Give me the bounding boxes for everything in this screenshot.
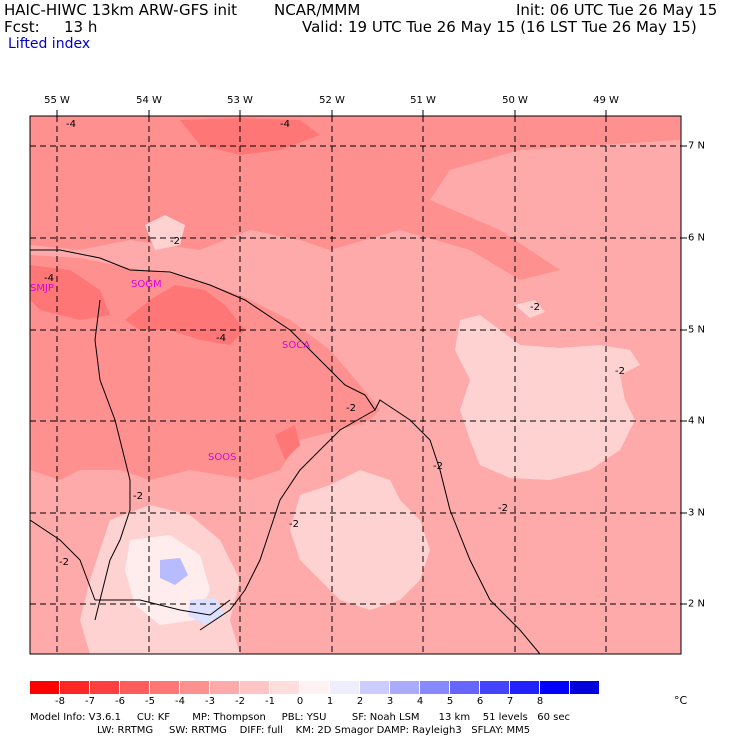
lifted-index-field	[30, 116, 681, 654]
color-scale-swatch	[150, 681, 180, 694]
color-scale-tick-label: 1	[326, 696, 334, 707]
color-scale-swatch	[90, 681, 120, 694]
color-scale-tick-label: 2	[356, 696, 364, 707]
contour-label: -2	[530, 302, 540, 313]
forecast-label: Fcst:	[4, 18, 40, 36]
station-label: SOCA	[282, 340, 311, 351]
border-suriname-guyana	[94, 299, 131, 621]
station-label: SOGM	[131, 279, 162, 290]
lon-label: 51 W	[410, 95, 436, 106]
field-region-weak-south	[290, 470, 430, 610]
model-title: HAIC-HIWC 13km ARW-GFS init	[4, 1, 238, 19]
color-scale-swatch	[510, 681, 540, 694]
color-scale-swatch	[570, 681, 600, 694]
field-region-positive-small	[188, 598, 225, 625]
color-scale-swatch	[450, 681, 480, 694]
contour-label: -4	[216, 333, 226, 344]
color-scale-tick-label: 5	[446, 696, 454, 707]
field-region-strong-west	[30, 265, 110, 320]
color-scale-tick-label: -8	[55, 696, 65, 707]
init-time: Init: 06 UTC Tue 26 May 15	[516, 1, 718, 19]
field-region-weak-island	[145, 215, 185, 250]
tick-marks	[56, 110, 687, 605]
contour-label: -2	[346, 403, 356, 414]
forecast-hour: 13 h	[64, 18, 98, 36]
lat-label: 5 N	[688, 324, 706, 336]
color-scale-swatch	[300, 681, 330, 694]
lon-label: 50 W	[502, 95, 528, 106]
border-suriname-french-guiana	[199, 409, 376, 631]
color-scale-tick-label: -1	[265, 696, 275, 707]
color-scale-tick-label: -4	[175, 696, 185, 707]
field-name: Lifted index	[8, 36, 91, 52]
contour-label: -2	[170, 236, 180, 247]
color-scale-swatch	[240, 681, 270, 694]
color-scale-tick-label: -7	[85, 696, 95, 707]
color-scale-tick-label: 8	[536, 696, 544, 707]
color-scale-swatch	[540, 681, 570, 694]
color-scale-swatch	[60, 681, 90, 694]
lat-lon-grid	[30, 116, 681, 654]
contour-label: -2	[59, 557, 69, 568]
color-scale-tick-label: -5	[145, 696, 155, 707]
color-scale-swatch	[390, 681, 420, 694]
model-info-line2: LW: RRTMG SW: RRTMG DIFF: full KM: 2D Sm…	[97, 725, 531, 736]
contour-label: -4	[66, 119, 76, 130]
lon-label: 55 W	[44, 95, 70, 106]
field-region-moderate-north	[30, 116, 680, 280]
color-scale-bar	[30, 681, 600, 694]
border-west	[30, 519, 96, 601]
org-label: NCAR/MMM	[274, 1, 361, 19]
lon-label: 49 W	[593, 95, 619, 106]
color-scale-tick-label: 3	[386, 696, 394, 707]
lat-label: 7 N	[688, 140, 706, 152]
contour-label: -2	[133, 491, 143, 502]
field-region-strong-spot	[275, 425, 300, 460]
color-scale-tick-label: 0	[296, 696, 304, 707]
border-south	[95, 599, 231, 616]
contour-label: -2	[433, 461, 443, 472]
color-scale-swatch	[210, 681, 240, 694]
contour-label: -2	[498, 503, 508, 514]
contour-label: -4	[44, 273, 54, 284]
station-label: SMJP	[30, 283, 54, 294]
color-scale-tick-label: -6	[115, 696, 125, 707]
field-region-moderate-interior	[30, 255, 380, 480]
contour-label: -4	[280, 119, 290, 130]
color-scale-tick-label: -3	[205, 696, 215, 707]
lat-label: 4 N	[688, 415, 706, 427]
lat-label: 3 N	[688, 507, 706, 519]
color-scale-swatch	[330, 681, 360, 694]
color-scale-swatch	[270, 681, 300, 694]
color-scale-tick-label: -2	[235, 696, 245, 707]
color-scale-tick-label: 6	[476, 696, 484, 707]
model-info-line1: Model Info: V3.6.1 CU: KF MP: Thompson P…	[30, 712, 570, 723]
lon-label: 54 W	[136, 95, 162, 106]
color-scale-swatch	[120, 681, 150, 694]
color-scale-swatch	[420, 681, 450, 694]
contour-label: -2	[289, 519, 299, 530]
valid-time: Valid: 19 UTC Tue 26 May 15 (16 LST Tue …	[302, 18, 697, 36]
color-scale-tick-label: 7	[506, 696, 514, 707]
lat-label: 6 N	[688, 232, 706, 244]
field-region-weak-east	[455, 315, 640, 480]
color-scale-swatch	[30, 681, 60, 694]
color-scale-swatch	[480, 681, 510, 694]
contour-label: -2	[615, 366, 625, 377]
field-region-positive	[160, 558, 188, 585]
color-scale-tick-label: 4	[416, 696, 424, 707]
coastlines-borders	[30, 249, 541, 654]
station-label: SOOS	[208, 452, 237, 463]
lon-label: 52 W	[319, 95, 345, 106]
lon-label: 53 W	[227, 95, 253, 106]
color-scale-swatch	[180, 681, 210, 694]
coastline	[30, 249, 541, 654]
color-scale-unit: °C	[674, 694, 688, 707]
field-region-weak-spot	[515, 300, 545, 318]
map-frame	[29, 115, 682, 655]
lat-label: 2 N	[688, 598, 706, 610]
color-scale-swatch	[360, 681, 390, 694]
